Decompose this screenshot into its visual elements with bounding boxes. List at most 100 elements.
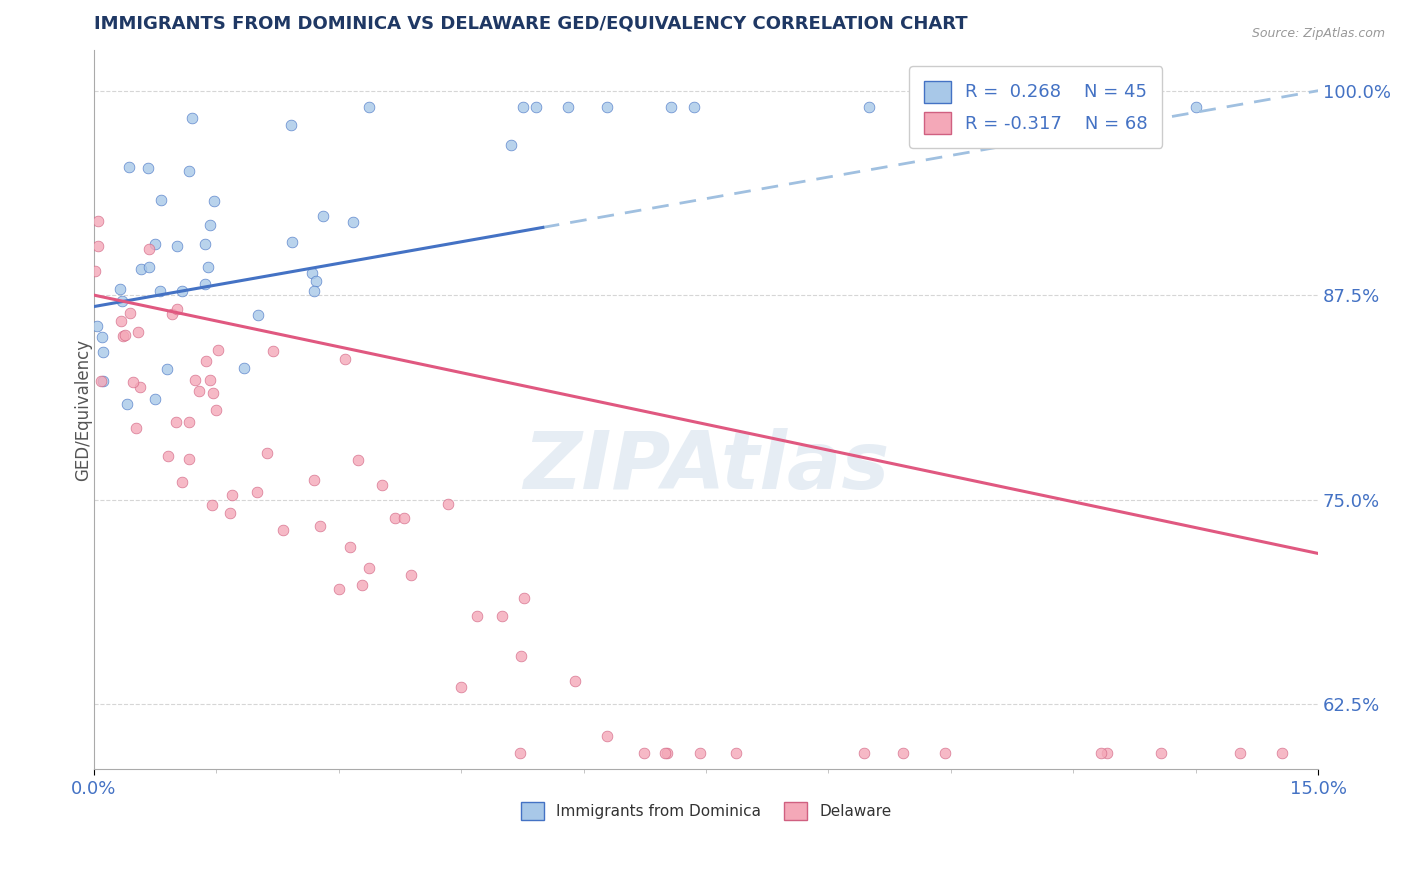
Point [172,284,194,298]
Point [218,507,240,521]
Point [200,218,222,232]
Point [858,100,880,114]
Point [157,450,180,464]
Point [339,540,361,554]
Point [509,746,531,760]
Point [246,485,269,500]
Point [256,446,278,460]
Point [125,421,148,435]
Point [91,330,114,344]
Point [118,160,141,174]
Point [564,673,586,688]
Point [143,236,166,251]
Point [934,746,956,760]
Point [371,477,394,491]
Point [301,266,323,280]
Point [359,100,381,114]
Point [84,263,107,277]
Point [122,375,145,389]
Point [195,353,218,368]
Point [184,373,207,387]
Point [633,746,655,760]
Point [655,746,678,760]
Point [221,488,243,502]
Point [197,260,219,274]
Point [87,214,110,228]
Point [1271,746,1294,760]
Point [201,386,224,401]
Point [509,648,531,663]
Point [202,194,225,208]
Point [111,329,134,343]
Point [342,215,364,229]
Point [194,277,217,291]
Point [1229,746,1251,760]
Point [309,519,332,533]
Point [465,609,488,624]
Point [328,582,350,596]
Point [187,384,209,399]
Point [724,746,747,760]
Point [262,344,284,359]
Point [312,210,335,224]
Point [86,318,108,333]
Point [524,100,547,114]
Point [150,193,173,207]
Point [384,511,406,525]
Point [166,239,188,253]
Point [1150,746,1173,760]
Point [179,163,201,178]
Point [557,100,579,114]
Point [110,314,132,328]
Point [90,374,112,388]
Point [207,343,229,357]
Point [302,284,325,298]
Text: IMMIGRANTS FROM DOMINICA VS DELAWARE GED/EQUIVALENCY CORRELATION CHART: IMMIGRANTS FROM DOMINICA VS DELAWARE GED… [94,15,967,33]
Point [129,262,152,277]
Point [108,282,131,296]
Point [350,578,373,592]
Point [205,403,228,417]
Point [853,746,876,760]
Point [437,497,460,511]
Point [659,100,682,114]
Point [280,119,302,133]
Point [128,380,150,394]
Point [939,100,962,114]
Point [114,327,136,342]
Point [179,452,201,467]
Point [891,746,914,760]
Point [87,239,110,253]
Point [120,306,142,320]
Point [91,375,114,389]
Point [201,499,224,513]
Point [115,397,138,411]
Point [392,510,415,524]
Point [143,392,166,406]
Point [172,475,194,490]
Point [499,137,522,152]
Point [138,242,160,256]
Point [304,473,326,487]
Point [512,100,534,114]
Point [165,415,187,429]
Point [194,237,217,252]
Point [1184,100,1206,114]
Point [136,161,159,176]
Point [512,591,534,606]
Point [181,111,204,125]
Point [491,609,513,624]
Point [91,345,114,359]
Point [357,561,380,575]
Point [333,351,356,366]
Point [401,567,423,582]
Point [177,415,200,429]
Legend: Immigrants from Dominica, Delaware: Immigrants from Dominica, Delaware [515,796,897,826]
Point [596,100,619,114]
Point [271,523,294,537]
Point [232,361,254,376]
Point [166,301,188,316]
Point [156,362,179,376]
Point [281,235,304,250]
Y-axis label: GED/Equivalency: GED/Equivalency [75,338,91,481]
